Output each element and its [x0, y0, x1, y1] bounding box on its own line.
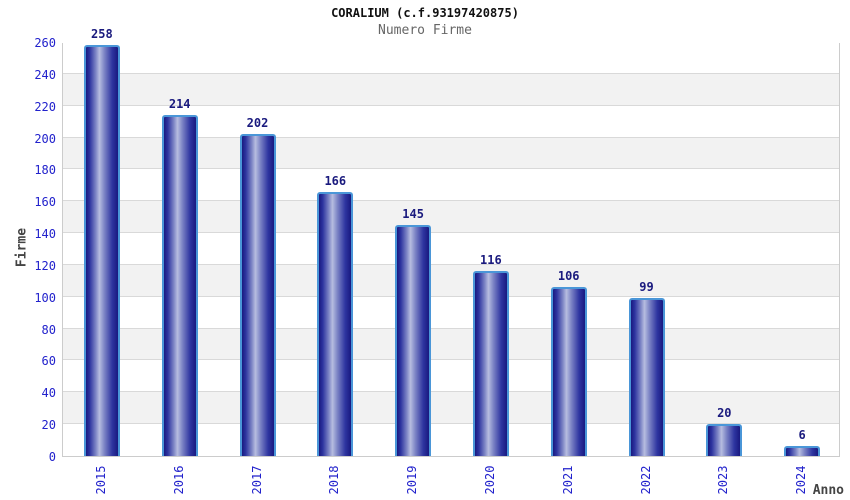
bar-value-label: 106: [557, 269, 580, 284]
gridline: [63, 200, 839, 202]
gridline: [63, 72, 839, 74]
y-tick-label: 100: [34, 290, 56, 305]
gridline: [63, 295, 839, 297]
bar-2015[interactable]: [83, 45, 120, 456]
y-tick-label: 260: [34, 36, 56, 50]
y-tick-label: 140: [34, 227, 56, 242]
y-tick-label: 240: [34, 67, 56, 82]
y-tick-label: 120: [34, 258, 56, 273]
plot-area: 258 214 202 166 145 116 106 99 20 6: [62, 28, 840, 457]
bar-value-label: 202: [246, 116, 269, 131]
bar-2021[interactable]: [550, 287, 587, 456]
chart-title: CORALIUM (c.f.93197420875): [331, 6, 519, 20]
bar-value-label: 145: [402, 207, 424, 222]
bar-2019[interactable]: [395, 225, 432, 456]
bar-value-label: 99: [639, 280, 654, 295]
gridline: [63, 391, 839, 393]
gridline: [63, 104, 839, 106]
bar-2022[interactable]: [628, 298, 665, 456]
plot-band: [63, 73, 839, 106]
gridline: [63, 423, 839, 425]
bar-2018[interactable]: [317, 191, 354, 456]
bar-value-label: 116: [480, 253, 502, 268]
gridline: [63, 327, 839, 329]
y-tick-label: 20: [41, 418, 56, 433]
bar-value-label: 258: [91, 27, 113, 42]
y-tick-label: 80: [41, 322, 56, 337]
gridline: [63, 359, 839, 361]
bar-value-label: 166: [324, 173, 347, 188]
gridline: [63, 136, 839, 138]
y-tick-label: 60: [41, 354, 56, 369]
bar-2017[interactable]: [239, 134, 276, 456]
y-tick-label: 220: [34, 99, 56, 114]
y-tick-label: 180: [34, 163, 56, 178]
x-axis-title: Anno: [812, 483, 844, 498]
chart-subtitle: Numero Firme: [378, 23, 472, 38]
bar-2016[interactable]: [161, 115, 198, 456]
bar-2023[interactable]: [706, 424, 743, 456]
y-tick-label: 40: [41, 386, 56, 401]
bar-value-label: 6: [798, 428, 806, 443]
y-tick-label: 160: [34, 195, 56, 210]
bar-value-label: 20: [717, 406, 732, 421]
gridline: [63, 168, 839, 170]
bar-value-label: 214: [168, 97, 191, 112]
y-axis-title: Firme: [14, 227, 30, 268]
y-tick-label: 200: [34, 131, 56, 146]
gridline: [63, 232, 839, 234]
plot-band: [63, 42, 839, 74]
y-tick-label: 0: [48, 450, 56, 464]
bar-2024[interactable]: [784, 446, 821, 456]
gridline: [63, 263, 839, 265]
bar-2020[interactable]: [472, 271, 509, 456]
